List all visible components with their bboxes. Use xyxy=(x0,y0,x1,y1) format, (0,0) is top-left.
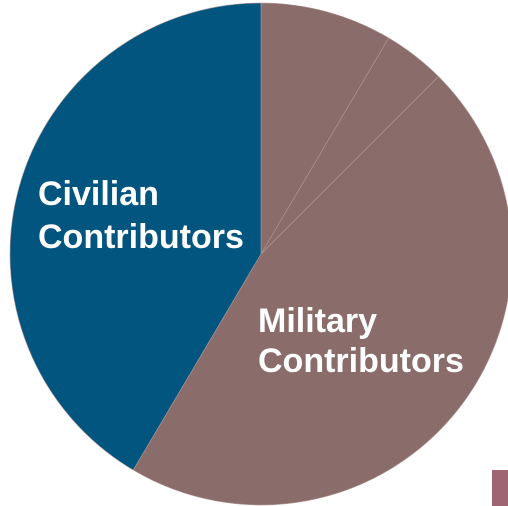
pie-slice-4 xyxy=(9,2,262,471)
pie-slice-1 xyxy=(260,2,390,256)
pie-slice-3 xyxy=(132,76,508,506)
civilian-label: Civilian Contributors xyxy=(38,175,244,256)
military-label: Military Contributors xyxy=(258,302,464,380)
military-label-line-1: Military xyxy=(258,302,377,340)
legend-swatch xyxy=(492,470,508,506)
civilian-label-line-1: Civilian xyxy=(38,175,159,213)
civilian-label-line-2: Contributors xyxy=(38,218,244,256)
military-label-line-2: Contributors xyxy=(258,342,464,380)
pie-slices xyxy=(9,2,508,506)
